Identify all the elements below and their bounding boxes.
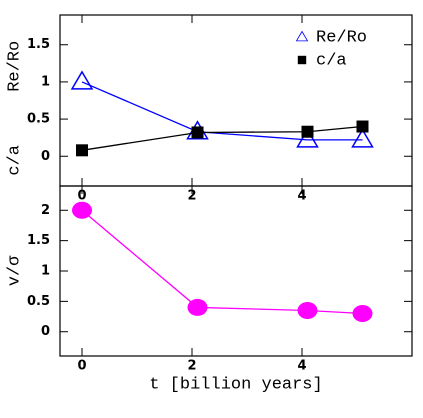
marker [301, 125, 314, 138]
x-tick-label: 4 [297, 359, 306, 374]
x-tick-label: 2 [187, 189, 196, 204]
marker [352, 305, 373, 322]
y-tick-label: 0.5 [27, 294, 50, 309]
y-axis-label: v/σ [5, 255, 24, 286]
marker [356, 120, 369, 133]
marker [187, 298, 208, 316]
legend-marker [295, 30, 309, 42]
marker [76, 144, 88, 157]
series-line [81, 81, 363, 141]
y-tick-label: 1 [41, 264, 50, 279]
y-tick-label: 2 [41, 203, 50, 218]
y-tick-label: 0 [41, 324, 50, 339]
x-tick-label: 2 [187, 359, 196, 374]
y-tick-label: 1.5 [27, 37, 50, 52]
y-axis-label: Re/Ro [5, 41, 24, 92]
marker [296, 128, 319, 148]
y-tick-label: 1.5 [27, 233, 50, 248]
y-tick-label: 0 [41, 149, 50, 164]
marker [191, 126, 204, 139]
y-axis-label: c/a [5, 145, 24, 176]
legend-marker [297, 55, 307, 65]
marker [72, 201, 92, 219]
y-tick-label: 0.5 [27, 112, 50, 127]
series-line [81, 125, 363, 151]
x-tick-label: 4 [297, 189, 306, 204]
marker [297, 301, 318, 319]
y-tick-label: 1 [41, 74, 50, 89]
marker [351, 128, 374, 148]
legend-label: Re/Ro [316, 28, 367, 47]
frame [59, 185, 413, 357]
x-axis-label: t [billion years] [149, 375, 322, 394]
x-tick-label: 0 [77, 189, 86, 204]
x-tick-label: 0 [77, 359, 86, 374]
marker [70, 70, 94, 90]
series-line [81, 209, 363, 315]
legend-label: c/a [316, 51, 347, 70]
